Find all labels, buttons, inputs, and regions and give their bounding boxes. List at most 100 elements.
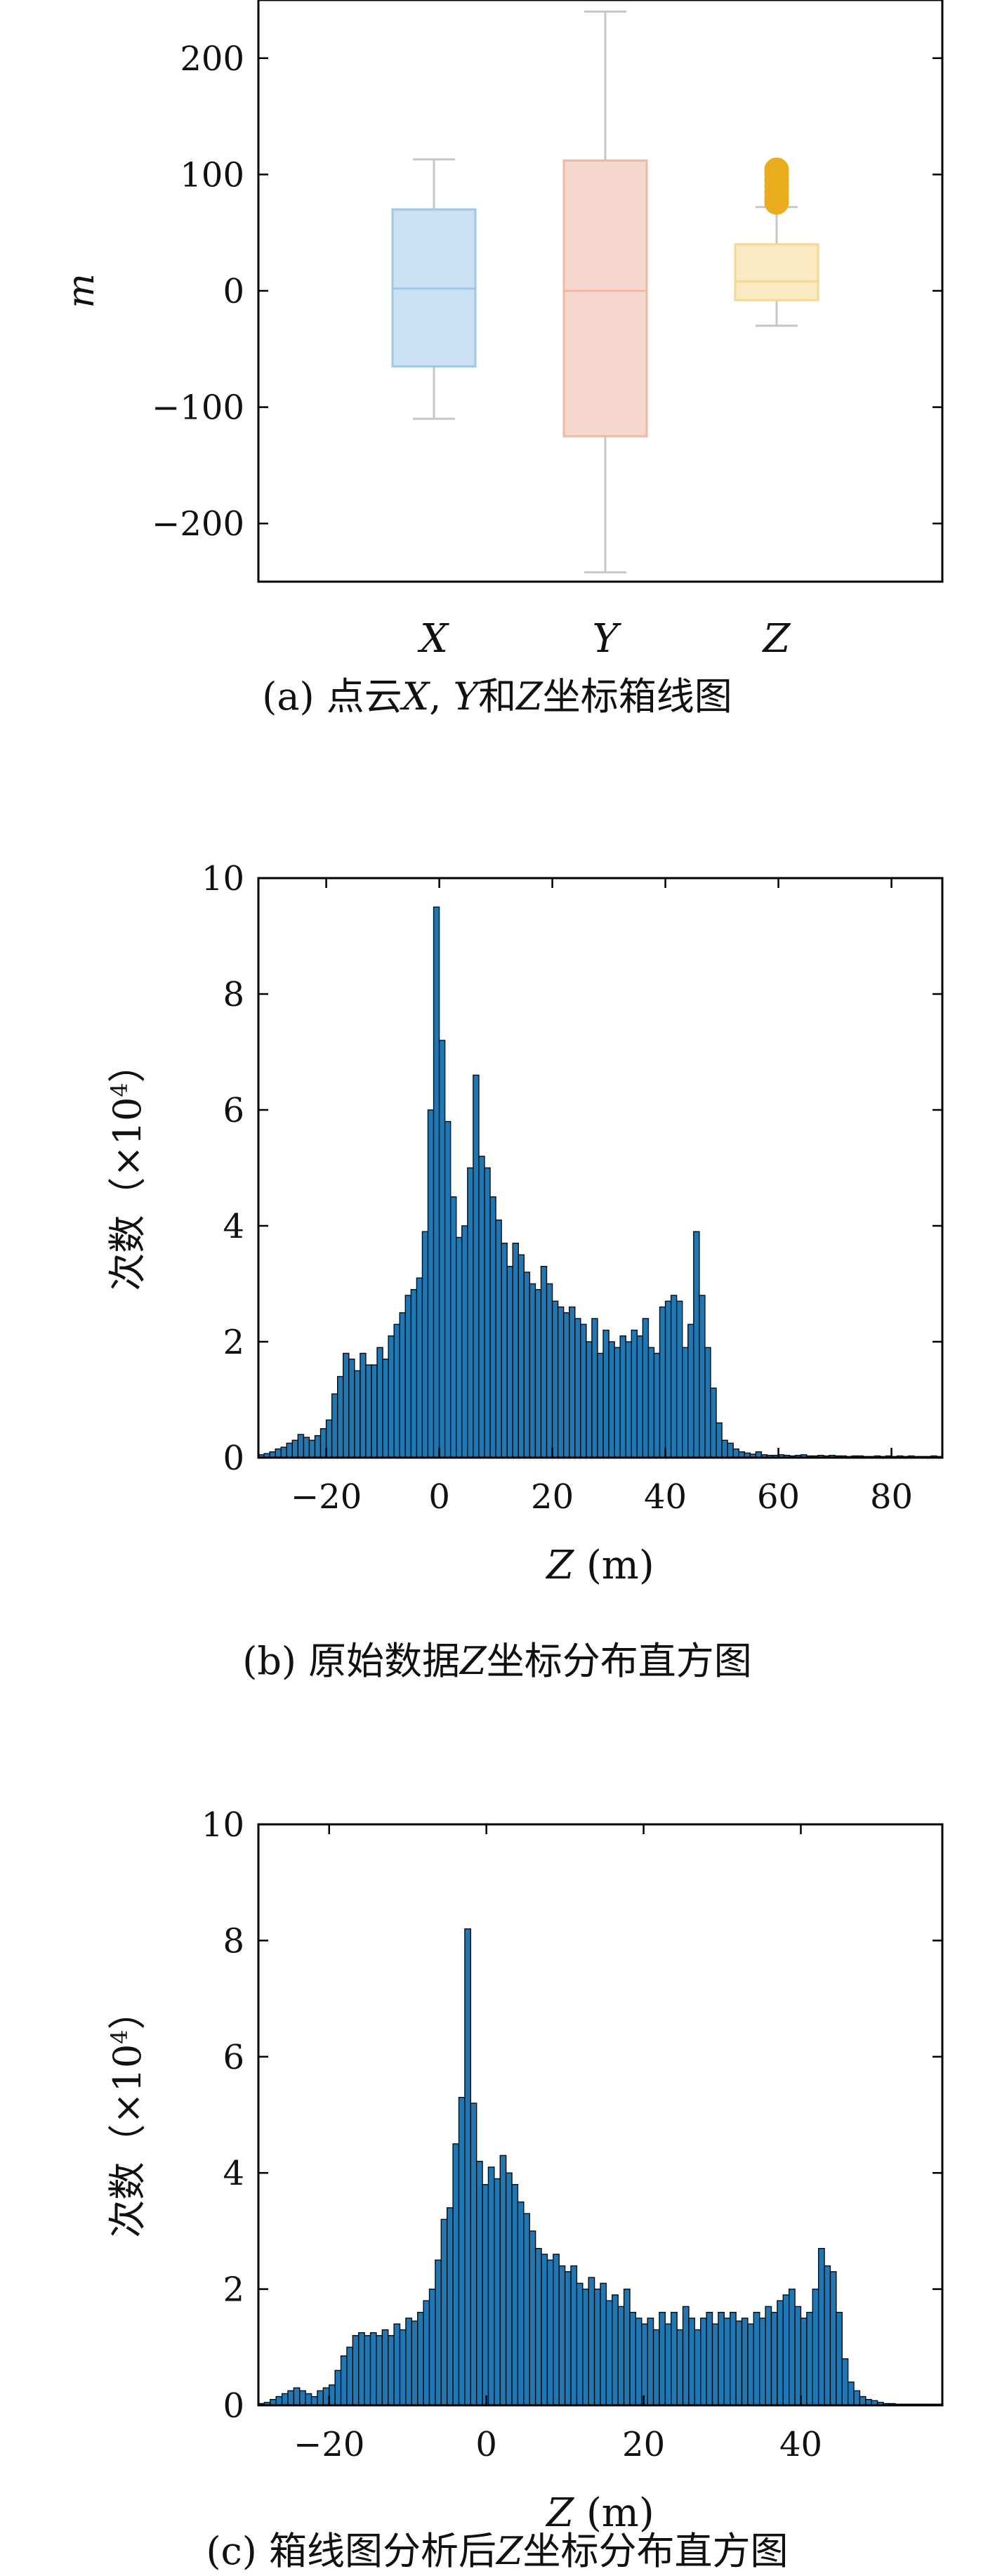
histogram-bar [322,2387,330,2406]
x-tick-label: 20 [622,2425,665,2464]
histogram-bar [600,2282,607,2406]
histogram-bar [404,1295,412,1458]
histogram-bar [824,2265,831,2406]
caption-part: 坐标分布直方图 [523,2529,789,2573]
histogram-bar [487,2166,495,2406]
x-tick-label: Y [593,616,622,662]
histogram-bar [464,1928,471,2406]
histogram-bar [641,2323,648,2406]
histogram-bar [299,2390,306,2406]
histogram-bar [427,1109,435,1458]
histogram-bar [546,2259,554,2406]
histogram-bar [693,1231,700,1458]
histogram-bar [653,1352,661,1458]
histogram-bar [716,1422,723,1458]
histogram-bar [371,1364,378,1458]
y-tick-label: 2 [223,1323,244,1362]
histogram-bar [275,1448,282,1458]
histogram-bar [511,2184,519,2406]
histogram-bar [706,2311,713,2406]
histogram-bar [623,2288,631,2406]
histogram-bar [517,2201,525,2406]
caption: (a) 点云X, Y和Z坐标箱线图 [262,674,732,719]
histogram-bar [541,2254,548,2406]
histogram-bar [399,2329,407,2406]
plot-frame [257,1823,944,2407]
histogram-bar [365,1364,372,1458]
plot-frame [257,877,944,1459]
x-tick-label: 80 [870,1477,913,1517]
y-tick-label: 6 [223,1091,244,1130]
histogram-bar [704,1347,711,1458]
histogram-bar [687,1323,694,1458]
histogram-bar [829,2271,837,2406]
y-axis-text: 次数（×10 [105,1097,150,1291]
histogram-bar [286,1442,293,1458]
histogram-bar [388,2335,395,2406]
histogram-bar [411,2320,419,2406]
x-tick-label: 40 [779,2425,822,2464]
y-axis-label: 次数（×104） [105,1045,150,1290]
x-tick-label: −20 [294,2425,364,2464]
y-tick-label: 4 [223,2154,244,2193]
histogram-bar [369,2332,377,2406]
histogram-bar [629,2311,637,2406]
y-tick-label: 10 [202,1805,244,1845]
histogram-bar [529,1283,536,1458]
histogram-bar [759,2317,766,2406]
histogram-bar [741,2317,749,2406]
histogram-bar [308,1439,316,1458]
histogram-bar [612,2294,619,2406]
histogram-bar [735,2320,743,2406]
y-tick-label: 10 [202,859,244,898]
histogram-bar [699,1295,706,1458]
histogram-bar [586,1341,593,1458]
histogram-bar [505,2172,513,2406]
box-z [734,243,819,301]
caption-part: 坐标箱线图 [543,674,732,719]
y-tick-label: 4 [223,1207,244,1246]
histogram-bar [625,1341,632,1458]
histogram-bar [281,2393,289,2406]
histogram-bar [534,2248,542,2406]
histogram-bar [574,1318,581,1458]
histogram-bar [682,1347,689,1458]
histogram-bar [841,2358,849,2406]
histogram-bar [671,2311,678,2406]
histogram-bar [562,1312,570,1458]
histogram-bar [551,1300,559,1458]
histogram-bar [605,2300,613,2406]
x-tick-label: −20 [291,1477,362,1517]
histogram-bar [602,1329,609,1458]
histogram-bar [847,2381,855,2406]
x-axis-label: Z (m) [545,1543,654,1588]
y-tick-label: 2 [223,2270,244,2310]
histogram-bar [446,2207,454,2406]
histogram-bar [435,2259,442,2406]
histogram-bar [723,2317,731,2406]
y-axis-text: 次数（×10 [105,2044,150,2238]
histogram-bar [652,2329,660,2406]
histogram-bar [569,1306,576,1458]
caption: (b) 原始数据Z坐标分布直方图 [242,1639,751,1683]
histogram-bar [647,2317,654,2406]
histogram-bar [340,2355,348,2406]
histogram-bar [664,2323,672,2406]
histogram-bar [444,1120,452,1458]
histogram-bar [376,2335,383,2406]
histogram-bar [478,1156,485,1458]
histogram-bar [467,1167,474,1458]
y-axis-close: ） [105,1992,150,2029]
histogram-bar [558,2265,566,2406]
histogram-bar [423,2300,430,2406]
histogram-bar [438,1040,446,1458]
y-axis-close: ） [105,1045,150,1083]
histogram-bar [293,2387,301,2406]
histogram-bar [310,2395,318,2406]
y-axis-label: 次数（×104） [105,1992,150,2237]
histogram-bar [534,1289,542,1458]
histogram-bar [859,2395,866,2406]
histogram-bar [782,2294,790,2406]
